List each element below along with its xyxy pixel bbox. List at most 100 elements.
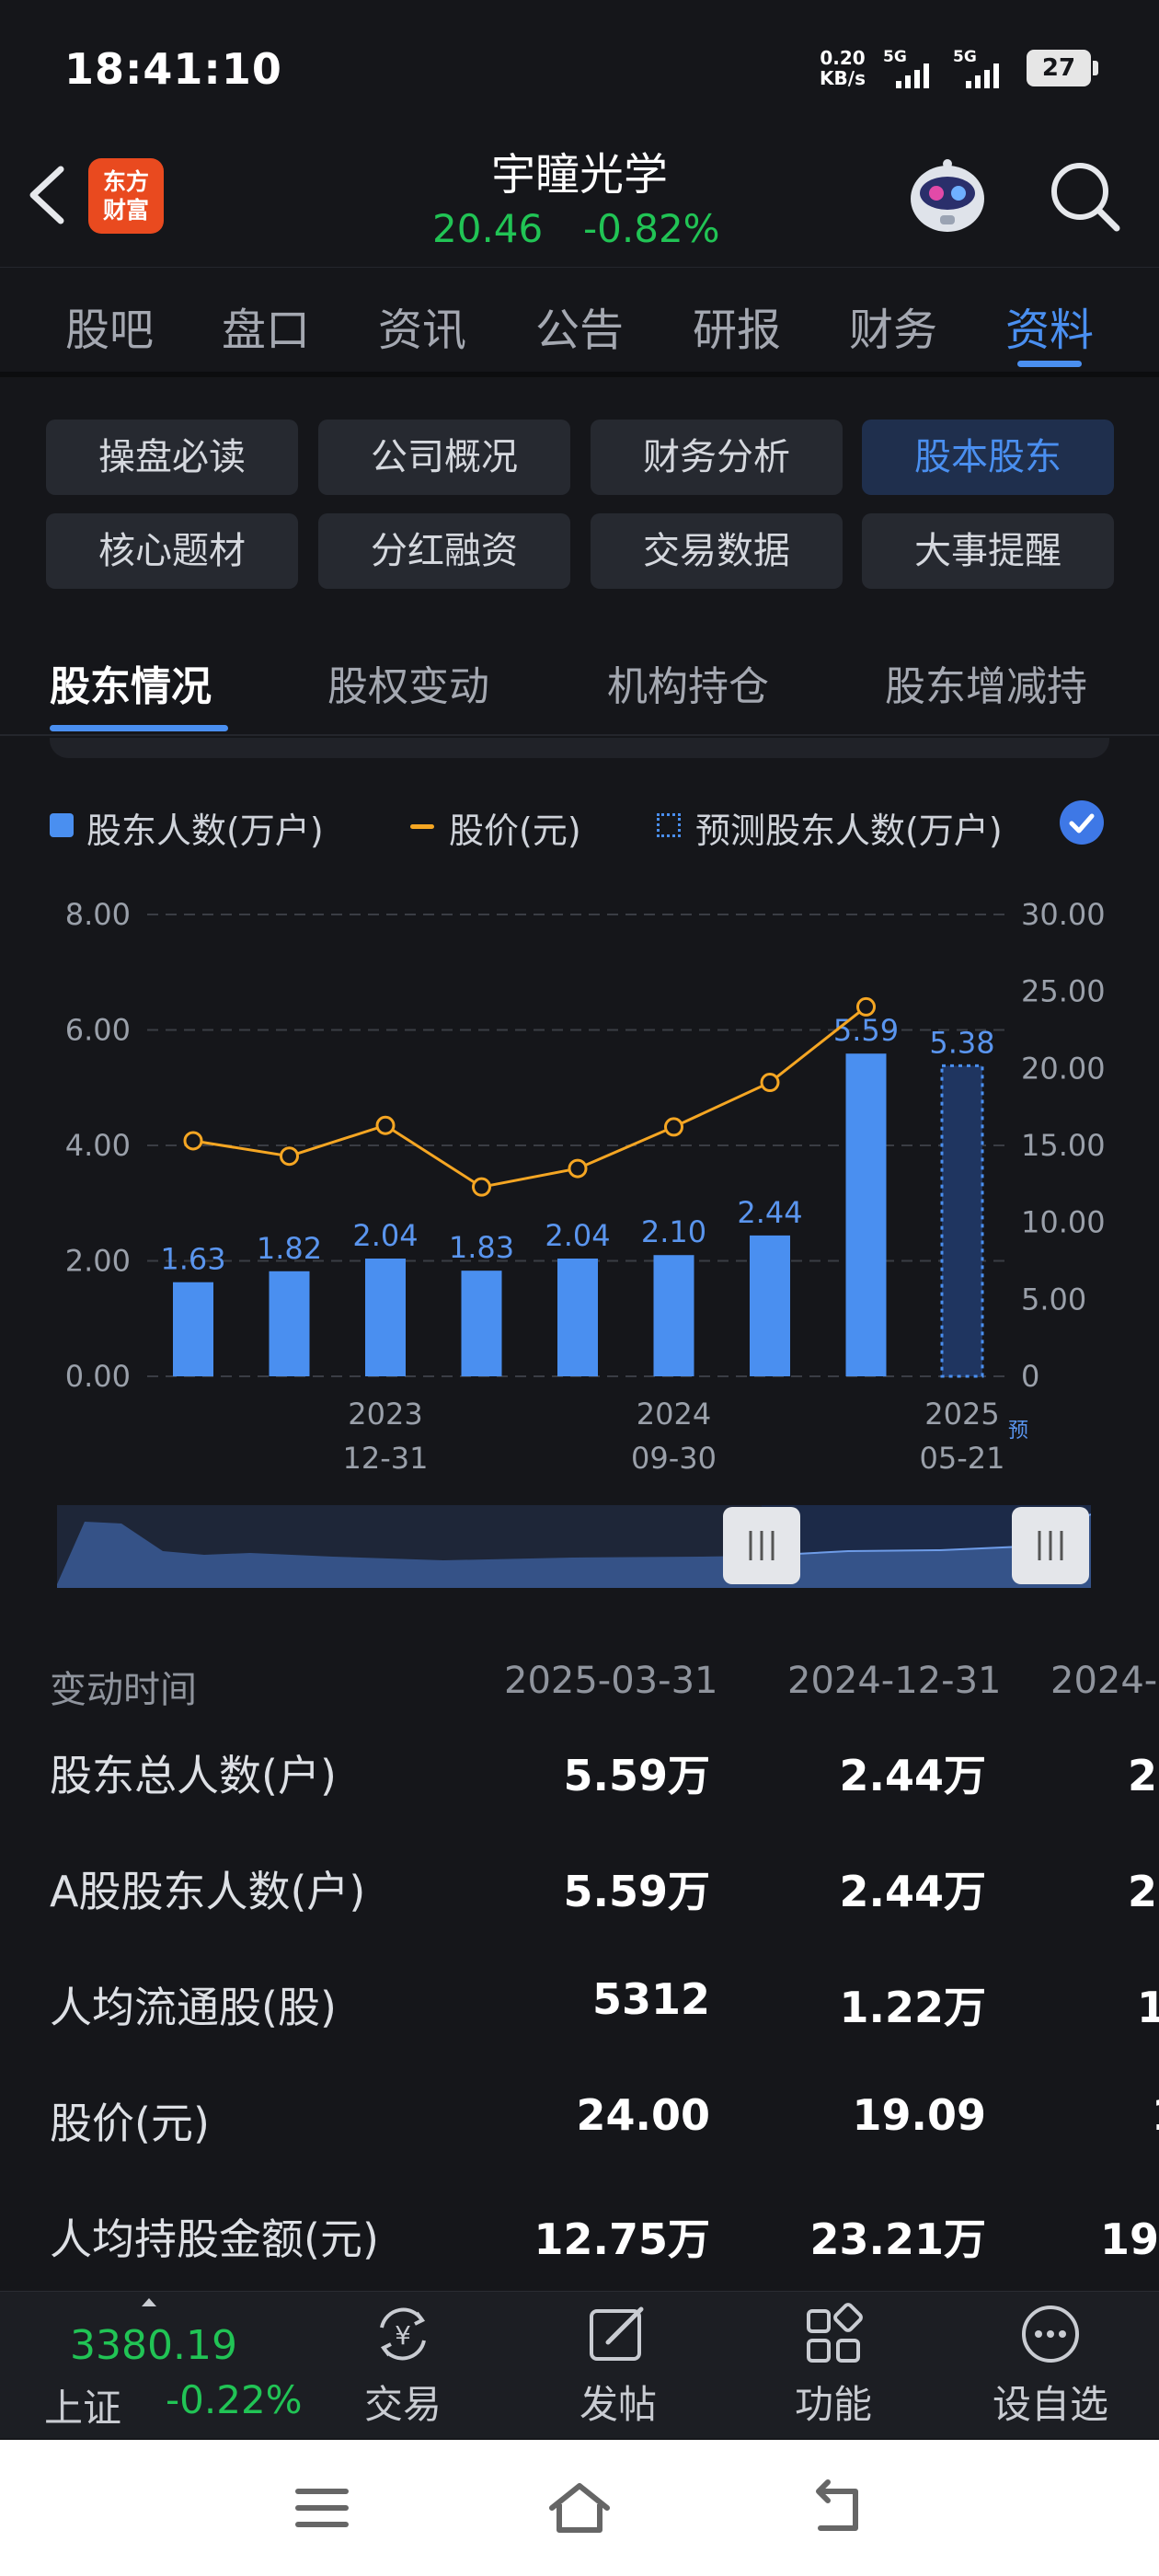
tab-research[interactable]: 研报	[692, 305, 781, 356]
legend-bar-swatch	[50, 813, 74, 837]
tab-news[interactable]: 资讯	[377, 305, 466, 356]
table-column-date: 2025-03-31	[504, 1660, 718, 1702]
bar	[461, 1271, 502, 1376]
table-cell: 23.21万	[809, 2214, 986, 2264]
search-icon[interactable]	[1047, 158, 1122, 234]
stock-price: 20.46	[432, 206, 544, 251]
bar-value-label: 1.63	[160, 1242, 225, 1277]
bar	[653, 1255, 694, 1376]
y-right-tick-label: 10.00	[1021, 1205, 1106, 1240]
section-financial-analysis[interactable]: 财务分析	[591, 420, 843, 495]
table-column-date: 2024-12-31	[787, 1660, 1002, 1702]
subtab-institutional-holdings[interactable]: 机构持仓	[607, 663, 769, 710]
grid-apps-icon	[807, 2303, 863, 2363]
row-label-float-per-holder: 人均流通股(股)	[50, 1983, 337, 2032]
navigator-left-handle[interactable]	[723, 1507, 800, 1584]
home-icon[interactable]	[546, 2478, 613, 2537]
navigator-right-handle[interactable]	[1012, 1507, 1089, 1584]
forecast-bar	[940, 1064, 984, 1378]
tab-pankou[interactable]: 盘口	[221, 305, 310, 356]
legend-forecast-swatch	[657, 813, 681, 837]
bar	[750, 1235, 790, 1376]
more-dots-icon	[1022, 2306, 1079, 2363]
index-expand-caret-icon[interactable]	[140, 2296, 158, 2307]
forecast-toggle-check-icon[interactable]	[1060, 800, 1104, 845]
table-cell: 19.98万	[1100, 2214, 1159, 2264]
table-header-label: 变动时间	[50, 1669, 197, 1711]
bar	[365, 1258, 406, 1376]
yen-exchange-icon: ¥	[380, 2307, 426, 2361]
menu-icon[interactable]	[289, 2478, 355, 2537]
subtab-shareholder-status[interactable]: 股东情况	[50, 663, 212, 710]
bottom-toolbar	[0, 2291, 1159, 2438]
x-tick-label: 09-30	[631, 1441, 717, 1476]
post-button[interactable]: 发帖	[526, 2300, 710, 2429]
trade-button[interactable]: ¥ 交易	[311, 2300, 495, 2429]
x-tick-label: 2023	[348, 1397, 422, 1432]
market-index-change[interactable]: -0.22%	[166, 2377, 303, 2422]
table-cell: 5312	[591, 1974, 710, 2024]
price-point	[472, 1177, 491, 1197]
add-watchlist-button[interactable]: 设自选	[958, 2300, 1142, 2429]
eastmoney-logo[interactable]: 东方 财富	[88, 158, 164, 234]
x-tick-label: 05-21	[920, 1441, 1005, 1476]
legend-holders[interactable]: 股东人数(万户)	[86, 811, 324, 851]
bar-value-label: 2.04	[352, 1218, 418, 1253]
section-trading-guide[interactable]: 操盘必读	[46, 420, 298, 495]
table-cell: 1.22万	[839, 1983, 987, 2032]
x-tick-label: 12-31	[343, 1441, 429, 1476]
tab-announcements[interactable]: 公告	[534, 305, 624, 356]
price-point	[760, 1073, 780, 1093]
back-nav-icon[interactable]	[804, 2478, 870, 2537]
market-index-name[interactable]: 上证	[44, 2386, 122, 2431]
bar-value-label: 1.83	[449, 1230, 514, 1265]
y-left-tick-label: 6.00	[65, 1013, 131, 1048]
ai-robot-icon[interactable]	[903, 153, 992, 241]
shareholder-data-table[interactable]: 变动时间 2025-03-31 2024-12-31 2024-09-30 股东…	[0, 1647, 1159, 2291]
price-point	[568, 1158, 588, 1179]
table-cell: 24.00	[576, 2090, 710, 2140]
table-cell: 5.59万	[563, 1867, 711, 1916]
section-trading-data[interactable]: 交易数据	[591, 513, 843, 589]
forecast-mark-label: 预	[1008, 1420, 1028, 1443]
logo-line-1: 东方	[102, 168, 149, 195]
section-company-overview[interactable]: 公司概况	[318, 420, 570, 495]
section-core-themes[interactable]: 核心题材	[46, 513, 298, 589]
shareholder-chart[interactable]: 0.00 2.00 4.00 6.00 8.00 0 5.00 10.00 15.00 20.00…	[0, 874, 1159, 1481]
post-label: 发帖	[579, 2382, 657, 2427]
bar-value-label: 2.44	[737, 1195, 802, 1230]
table-column-date: 2024-09-30	[1050, 1660, 1159, 1702]
navigator-area	[57, 1514, 1091, 1588]
table-cell: 19.09	[852, 2090, 986, 2140]
stock-name: 宇瞳光学	[490, 149, 668, 201]
subtab-equity-changes[interactable]: 股权变动	[327, 663, 489, 710]
card-edge	[50, 738, 1109, 758]
tab-profile[interactable]: 资料	[1004, 305, 1094, 356]
section-shareholders[interactable]: 股本股东	[862, 420, 1114, 495]
y-right-tick-label: 0	[1021, 1359, 1039, 1394]
functions-button[interactable]: 功能	[741, 2300, 925, 2429]
network-speed-value: 0.20	[820, 47, 866, 69]
section-event-reminders[interactable]: 大事提醒	[862, 513, 1114, 589]
y-left-tick-label: 2.00	[65, 1244, 131, 1279]
tab-guba[interactable]: 股吧	[64, 305, 154, 356]
row-label-price: 股价(元)	[50, 2099, 210, 2148]
bar-value-label: 1.82	[257, 1231, 322, 1266]
price-point	[664, 1117, 683, 1137]
battery-icon: 27	[1027, 50, 1098, 86]
tab-finance[interactable]: 财务	[848, 305, 937, 356]
stock-change-percent: -0.82%	[583, 206, 720, 251]
status-bar	[0, 0, 1159, 138]
section-dividend-financing[interactable]: 分红融资	[318, 513, 570, 589]
legend-forecast[interactable]: 预测股东人数(万户)	[695, 811, 1003, 851]
y-left-tick-label: 4.00	[65, 1128, 131, 1163]
y-left-tick-label: 8.00	[65, 897, 131, 932]
subtab-holder-changes[interactable]: 股东增减持	[885, 663, 1087, 710]
market-index-value[interactable]: 3380.19	[70, 2322, 237, 2369]
legend-price[interactable]: 股价(元)	[449, 811, 581, 851]
table-cell: 1.42万	[1137, 1983, 1159, 2032]
chart-range-navigator[interactable]	[57, 1505, 1091, 1588]
price-point	[183, 1131, 203, 1151]
back-arrow-icon[interactable]	[20, 158, 75, 232]
main-tab-bar: 股吧 盘口 资讯 公告 研报 财务 资料	[0, 267, 1159, 377]
